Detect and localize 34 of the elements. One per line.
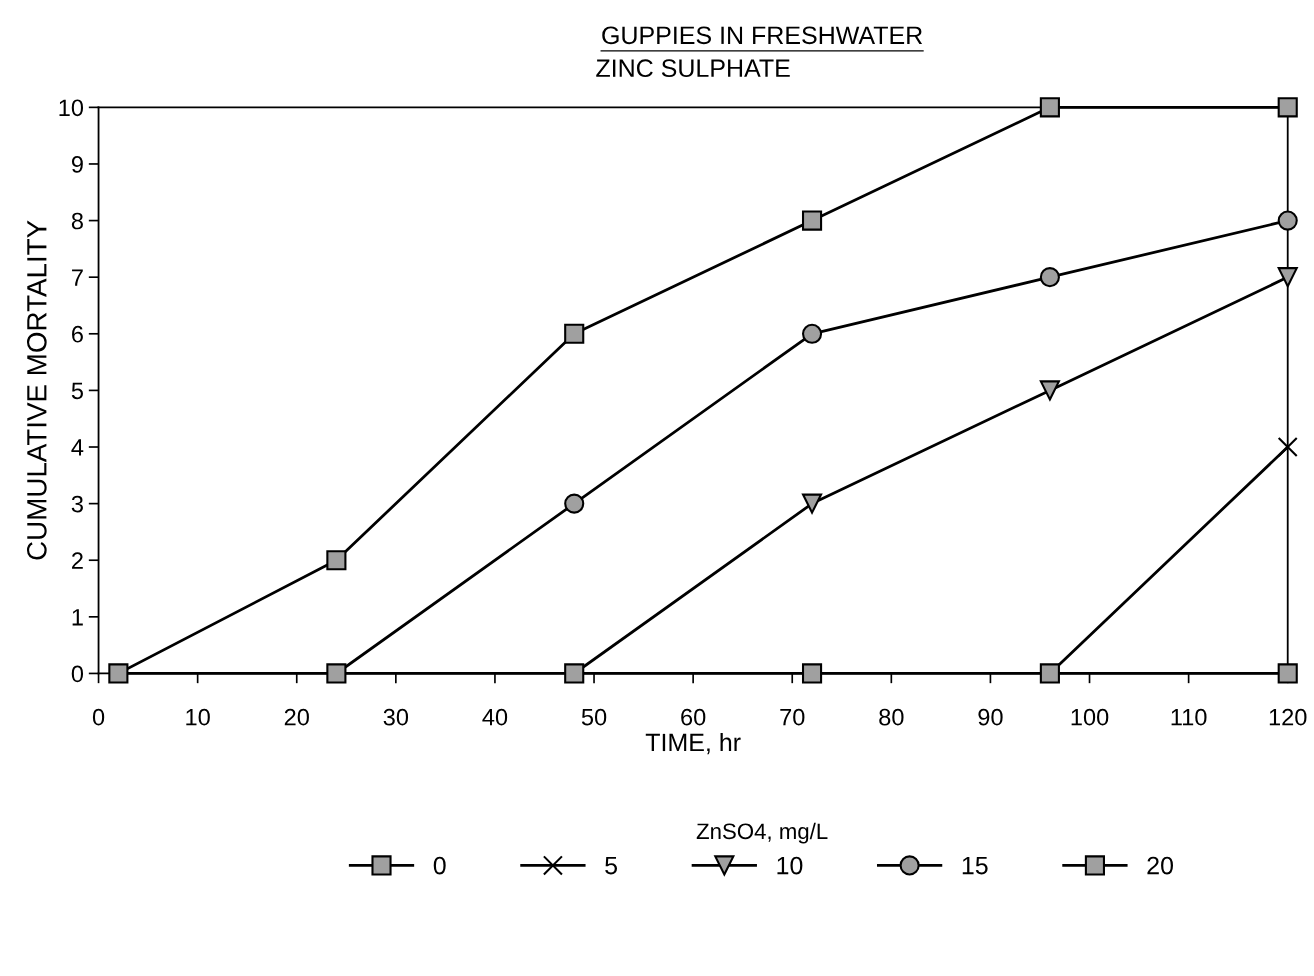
legend-label: 0 xyxy=(433,856,446,875)
legend-label: 10 xyxy=(777,856,803,875)
y-tick-label: 8 xyxy=(71,212,83,230)
x-tick-label: 90 xyxy=(978,708,1003,726)
y-axis-title: CUMULATIVE MORTALITY xyxy=(26,220,47,560)
y-tick-label: 2 xyxy=(72,552,83,569)
x-tick-label: 30 xyxy=(383,708,409,726)
x-tick-label: 70 xyxy=(780,708,805,726)
x-tick-label: 40 xyxy=(482,708,508,726)
y-tick-label: 5 xyxy=(71,382,83,400)
x-axis-title: TIME, hr xyxy=(645,732,741,755)
y-tick-label: 7 xyxy=(72,269,83,286)
x-tick-label: 100 xyxy=(1071,708,1109,726)
y-tick-label: 3 xyxy=(71,495,83,513)
x-tick-label: 80 xyxy=(879,708,904,726)
x-tick-label: 0 xyxy=(92,708,105,726)
legend-label: 20 xyxy=(1147,856,1173,875)
x-tick-label: 120 xyxy=(1269,708,1307,726)
x-tick-label: 60 xyxy=(681,708,706,726)
legend-title: ZnSO4, mg/L xyxy=(696,822,828,844)
chart-title: GUPPIES IN FRESHWATER xyxy=(602,26,923,45)
y-tick-label: 9 xyxy=(71,156,83,173)
x-tick-label: 10 xyxy=(186,708,210,726)
y-tick-label: 4 xyxy=(71,439,84,456)
x-tick-label: 20 xyxy=(284,708,309,726)
legend-label: 15 xyxy=(962,856,988,875)
legend-label: 5 xyxy=(605,856,618,875)
y-tick-label: 6 xyxy=(72,325,83,343)
y-tick-label: 1 xyxy=(72,609,83,626)
x-tick-label: 50 xyxy=(581,708,607,726)
y-tick-label: 0 xyxy=(71,665,84,683)
x-tick-label: 110 xyxy=(1171,708,1207,726)
y-tick-label: 10 xyxy=(59,99,84,117)
chart-subtitle: ZINC SULPHATE xyxy=(596,59,790,78)
